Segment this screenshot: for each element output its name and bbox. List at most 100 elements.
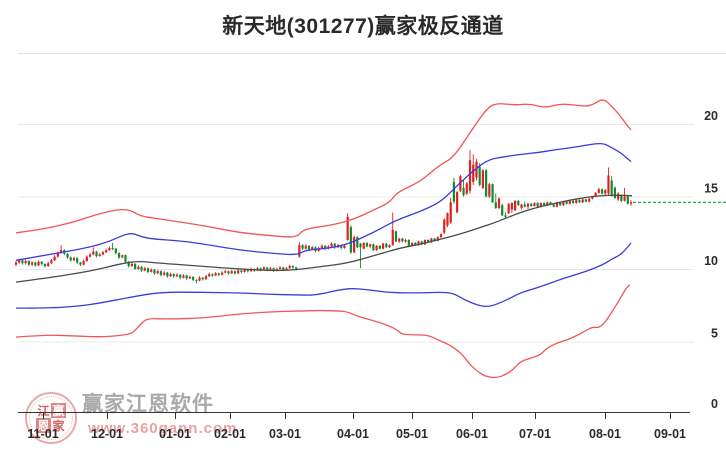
candle-body	[146, 268, 150, 272]
candle-body	[597, 189, 600, 193]
y-axis-label-20: 20	[704, 109, 718, 123]
candle-body	[533, 203, 536, 206]
candle-body	[34, 262, 37, 266]
candle-body	[137, 266, 140, 269]
candle-body	[388, 245, 391, 248]
candle-body	[626, 196, 629, 204]
candle-body	[398, 238, 401, 242]
candle-body	[584, 199, 588, 202]
candle-body	[349, 226, 352, 253]
candle-body	[243, 269, 246, 272]
candle-body	[340, 245, 343, 248]
x-axis-label-06-01: 06-01	[456, 427, 488, 441]
candles-group[interactable]	[14, 150, 633, 284]
candle-body	[600, 189, 604, 194]
candle-body	[372, 244, 375, 251]
candle-body	[497, 198, 501, 209]
x-axis-label-09-01: 09-01	[654, 427, 686, 441]
candle-body	[359, 243, 362, 248]
candle-body	[311, 247, 314, 250]
candle-body	[565, 201, 568, 204]
candle-body	[568, 200, 571, 204]
candle-body	[381, 243, 385, 249]
candle-body	[410, 242, 414, 246]
candle-body	[514, 200, 517, 211]
candle-body	[594, 192, 597, 197]
candle-body	[588, 198, 591, 202]
candle-body	[220, 272, 224, 275]
candle-body	[504, 215, 507, 217]
candle-body	[439, 234, 443, 238]
candle-body	[330, 243, 333, 247]
candle-body	[291, 266, 295, 268]
candle-body	[262, 267, 266, 270]
candle-body	[607, 175, 610, 194]
candle-body	[153, 269, 156, 274]
x-axis-label-07-01: 07-01	[519, 427, 551, 441]
candle-body	[204, 276, 208, 280]
candle-body	[485, 170, 488, 197]
candle-body	[246, 269, 249, 272]
candle-body	[150, 269, 153, 272]
candle-body	[494, 202, 497, 209]
candle-body	[172, 274, 175, 277]
candle-body	[591, 196, 594, 199]
candle-body	[214, 273, 217, 276]
candle-body	[629, 202, 633, 204]
candle-body	[401, 238, 404, 242]
candle-body	[198, 277, 201, 281]
band-upper-blue-line	[15, 142, 632, 261]
y-axis-label-10: 10	[704, 254, 718, 268]
candle-body	[604, 189, 607, 194]
candle-body	[233, 271, 237, 274]
band-lower-red-line	[15, 284, 631, 379]
chart-title: 新天地(301277)赢家极反通道	[222, 15, 504, 38]
candle-body	[617, 193, 620, 200]
candle-body	[92, 251, 95, 255]
candle-body	[285, 268, 288, 270]
candle-body	[192, 276, 195, 280]
candle-body	[365, 242, 369, 247]
candle-body	[375, 245, 378, 251]
candle-body	[417, 241, 420, 246]
candle-body	[224, 271, 227, 273]
candle-body	[50, 260, 53, 264]
candle-body	[552, 204, 555, 207]
candle-body	[610, 180, 613, 196]
candle-body	[105, 250, 108, 253]
candle-body	[188, 276, 191, 279]
candle-body	[59, 250, 63, 254]
candle-body	[423, 240, 427, 245]
candle-body	[208, 274, 211, 277]
x-axis-label-04-01: 04-01	[337, 427, 369, 441]
candle-body	[182, 275, 185, 278]
candle-body	[121, 255, 124, 258]
candle-body	[134, 263, 137, 269]
candle-body	[101, 252, 105, 255]
candle-body	[449, 202, 452, 223]
candle-body	[288, 266, 291, 269]
candle-body	[211, 274, 214, 276]
candle-body	[240, 270, 243, 272]
candle-body	[47, 263, 50, 267]
candle-body	[304, 245, 307, 249]
candle-body	[111, 247, 114, 249]
candle-body	[259, 268, 262, 270]
candle-body	[517, 200, 520, 206]
candle-body	[295, 267, 298, 269]
candle-body	[108, 247, 111, 251]
y-axis-label-15: 15	[704, 182, 718, 196]
candle-body	[507, 203, 510, 214]
candle-body	[27, 261, 30, 265]
candle-body	[169, 274, 172, 277]
candle-body	[420, 241, 423, 245]
candle-body	[195, 279, 198, 281]
candle-body	[385, 243, 388, 248]
candle-body	[362, 242, 365, 249]
candle-body	[230, 271, 233, 274]
candle-body	[546, 202, 549, 206]
candle-body	[452, 182, 456, 202]
candle-body	[462, 187, 465, 196]
